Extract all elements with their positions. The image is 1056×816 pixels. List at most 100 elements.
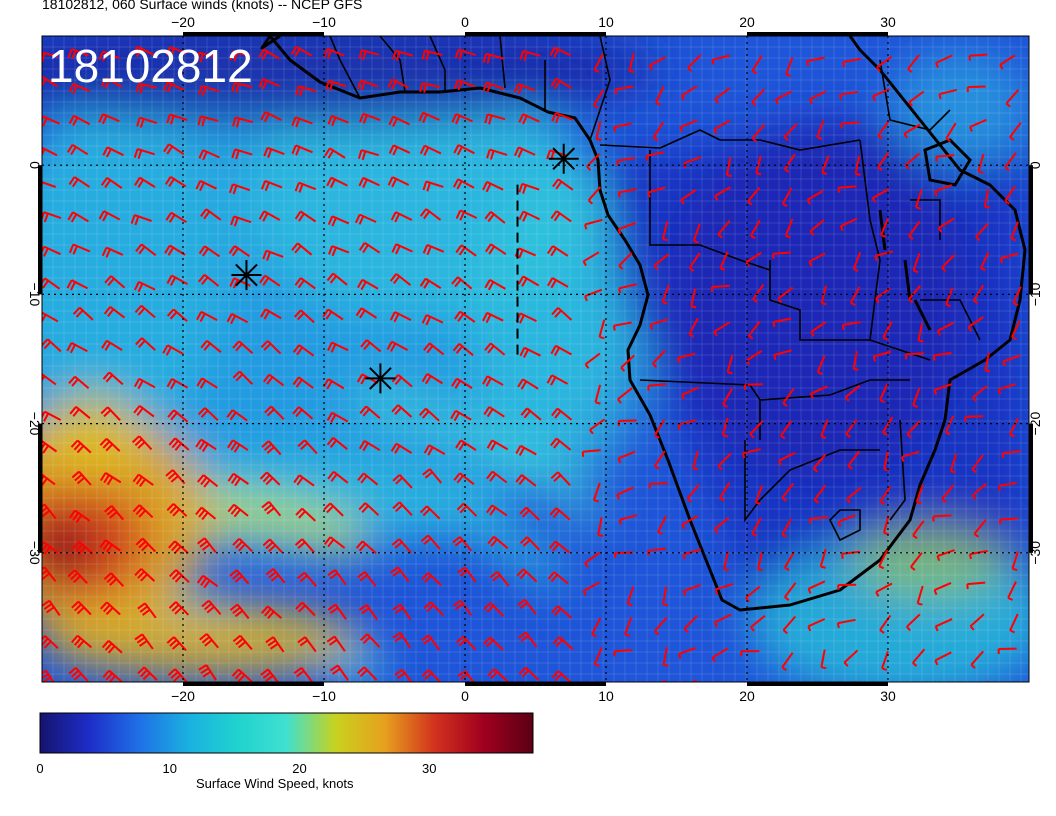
wind-barb [879, 614, 892, 634]
wind-barb [297, 636, 317, 653]
wind-barb [137, 602, 157, 619]
wind-barb [809, 385, 828, 399]
wind-barb [782, 388, 795, 408]
lon-label-top: −20 [171, 14, 195, 30]
wind-barb [519, 506, 540, 521]
wind-barb [132, 473, 154, 487]
wind-barb [586, 153, 601, 171]
wind-barb [584, 551, 601, 568]
wind-barb [773, 349, 792, 360]
wind-barb [725, 157, 732, 178]
date-stamp: 18102812 [48, 40, 253, 92]
wind-barb [747, 187, 761, 206]
wind-barb [70, 439, 92, 454]
wind-barb [661, 284, 670, 305]
wind-barb [742, 448, 761, 459]
wind-barb [518, 210, 541, 222]
wind-barb [932, 351, 952, 361]
wind-barb [166, 503, 188, 517]
wind-barb [616, 486, 634, 500]
wind-barb [682, 548, 701, 560]
wind-barb [872, 350, 892, 362]
wind-barb [1011, 551, 1019, 572]
wind-barb [808, 252, 826, 267]
wind-barb [934, 651, 952, 666]
wind-barb [587, 186, 602, 205]
wind-barb [326, 176, 348, 188]
wind-barb [713, 119, 731, 135]
wind-barb [843, 649, 859, 667]
wind-barb [550, 437, 572, 451]
wind-barb [42, 410, 62, 422]
wind-barb [199, 633, 219, 649]
wind-barb [839, 90, 858, 100]
wind-barb [357, 472, 379, 486]
wind-barb [450, 409, 472, 422]
wind-barb [294, 538, 315, 554]
wind-barb [816, 355, 826, 376]
wind-barb [389, 311, 412, 323]
wind-barb [882, 321, 893, 341]
wind-barb [618, 514, 638, 525]
wind-barb [750, 219, 761, 240]
wind-barb [546, 245, 569, 257]
wind-barb [67, 211, 89, 223]
wind-barb [418, 407, 440, 422]
wind-barb [598, 319, 606, 340]
wind-barb [846, 486, 862, 504]
wind-barb [131, 435, 153, 451]
wind-barb [132, 45, 154, 57]
wind-barb [806, 190, 824, 205]
wind-barb [358, 49, 380, 61]
wind-barb [358, 604, 378, 621]
wind-barb [72, 541, 94, 555]
wind-barb [613, 649, 633, 657]
wind-barb [782, 615, 797, 635]
wind-barb [387, 176, 410, 188]
wind-barb [67, 48, 89, 60]
faint-grid [42, 36, 1029, 682]
wind-barb [654, 85, 665, 106]
wind-barb [297, 571, 317, 587]
wind-barb [841, 321, 861, 330]
wind-barb [391, 243, 413, 255]
wind-barb [551, 670, 572, 682]
wind-barb [968, 53, 988, 61]
wind-barb [163, 143, 185, 156]
wind-barb [997, 647, 1017, 655]
wind-barb [515, 444, 537, 456]
wind-barb [781, 482, 795, 502]
wind-barb [327, 245, 350, 257]
wind-barb [970, 650, 984, 669]
frame-bar-top [465, 32, 606, 36]
wind-barb [837, 185, 857, 193]
wind-barb [387, 78, 409, 90]
wind-barb [546, 374, 569, 386]
wind-barb [1005, 89, 1020, 108]
wind-barb [451, 377, 473, 389]
wind-barb [975, 223, 989, 242]
wind-barb [593, 89, 605, 109]
wind-barb [751, 55, 763, 75]
wind-barb [226, 313, 249, 325]
colorbar-label: Surface Wind Speed, knots [196, 776, 354, 791]
lat-label-left: −20 [27, 412, 43, 436]
wind-barb [358, 440, 381, 452]
wind-barb [932, 514, 952, 522]
wind-barb [661, 221, 669, 242]
wind-barb [628, 53, 635, 74]
wind-barb [232, 340, 254, 354]
wind-barb [325, 79, 347, 91]
wind-barb [197, 115, 219, 127]
wind-barb [581, 449, 601, 457]
wind-barb [68, 667, 89, 682]
wind-barb [617, 450, 636, 464]
wind-barb [389, 273, 412, 286]
wind-barb [68, 114, 91, 126]
colorbar [39, 712, 534, 754]
wind-barb [102, 146, 124, 158]
wind-barb [392, 49, 414, 61]
wind-barb [777, 286, 794, 303]
wind-barb [454, 310, 476, 323]
wind-barb [261, 605, 282, 620]
